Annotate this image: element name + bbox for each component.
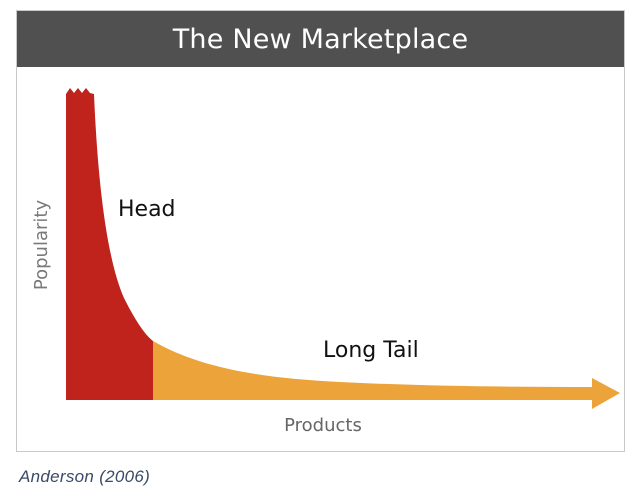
long-tail-label: Long Tail [323,338,419,363]
head-area [66,88,153,400]
x-axis-label: Products [284,415,362,436]
chart-title: The New Marketplace [17,11,624,67]
head-label: Head [118,197,176,222]
source-caption: Anderson (2006) [19,467,151,486]
tail-area [153,341,620,409]
y-axis-label: Popularity [31,200,52,291]
